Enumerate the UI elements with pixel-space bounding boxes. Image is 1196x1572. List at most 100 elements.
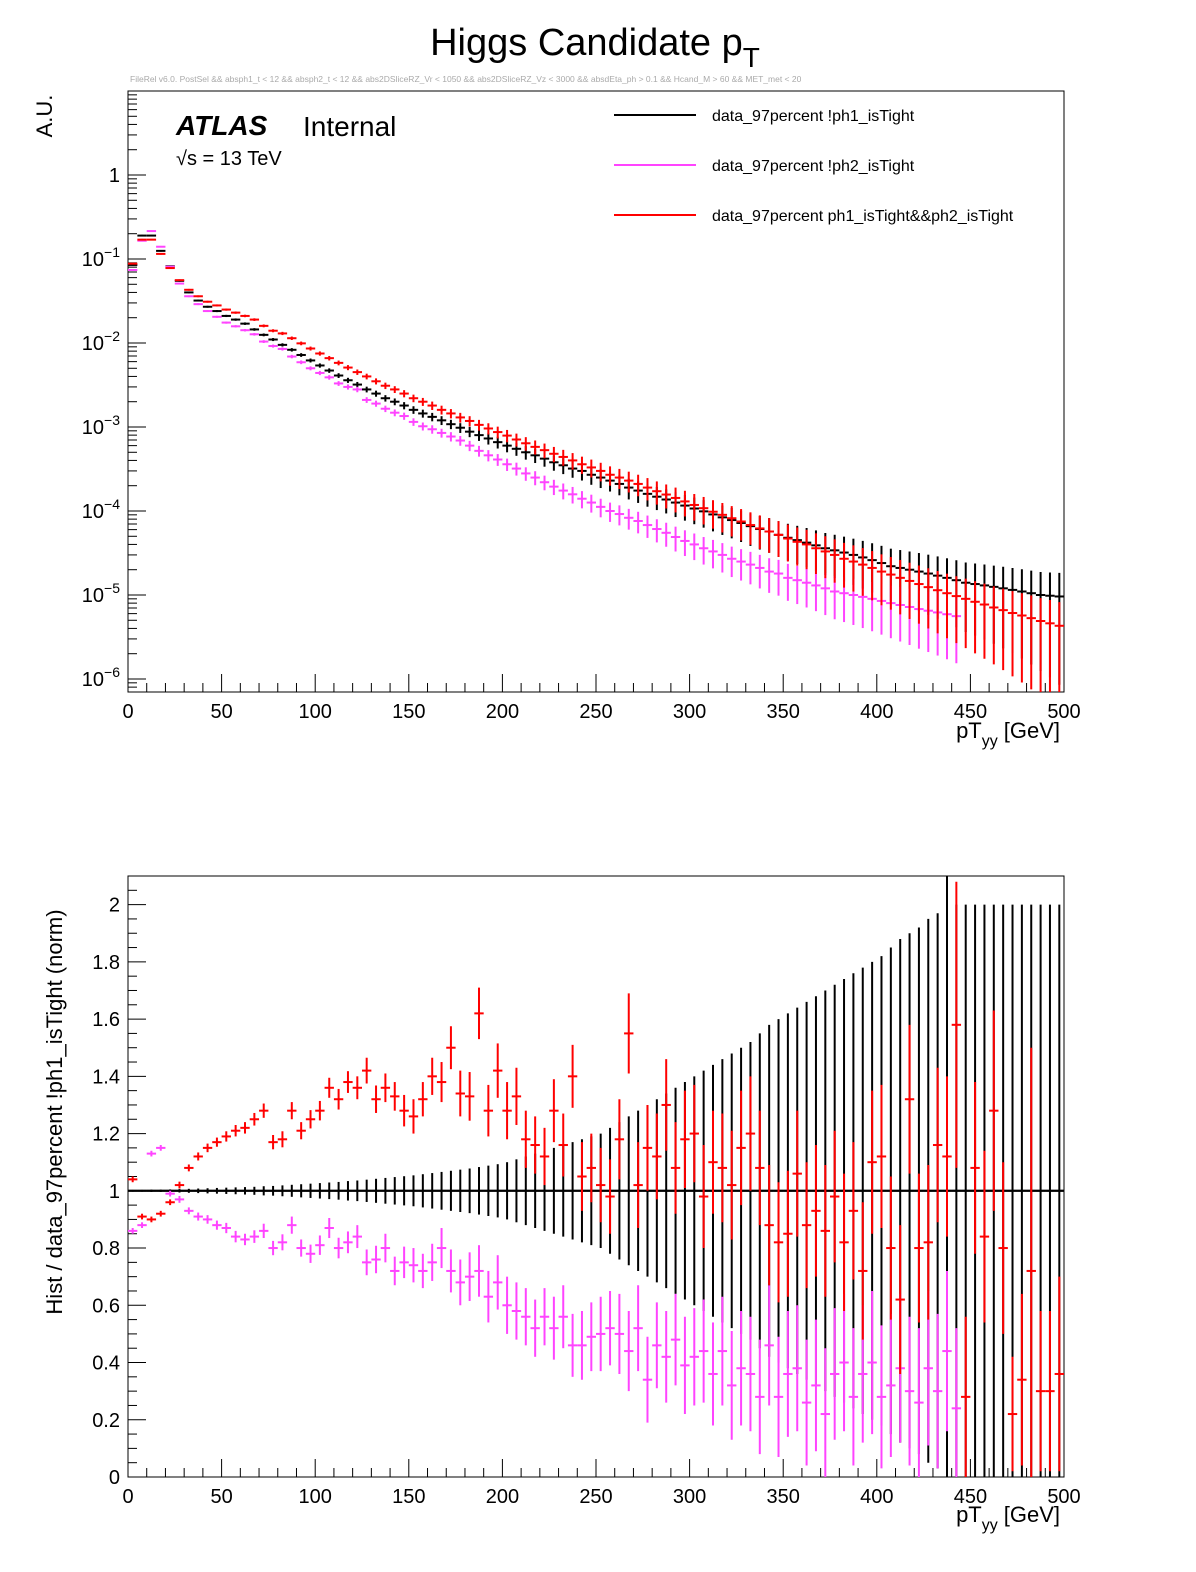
bottom-point xyxy=(436,1171,447,1210)
bottom-axes: 0 50 100 150 200 250 300 350 400 450 500 0 0.2 0.4 0.6… xyxy=(92,875,1081,1508)
bottom-point xyxy=(614,1293,625,1374)
top-point xyxy=(886,557,896,610)
top-point xyxy=(156,249,166,252)
bottom-panel: 0 50 100 150 200 250 300 350 400 450 500 0 0.2 0.4 0.6… xyxy=(42,875,1081,1534)
top-ytick-label: 10−6 xyxy=(82,664,120,691)
bottom-point xyxy=(942,1076,952,1237)
bottom-point xyxy=(820,1165,830,1297)
top-point xyxy=(474,430,484,441)
top-point xyxy=(942,573,952,639)
bottom-point xyxy=(418,1082,428,1117)
bottom-point xyxy=(567,1142,578,1240)
bottom-point xyxy=(783,1311,793,1437)
top-point xyxy=(221,321,231,324)
energy-label: √s = 13 TeV xyxy=(176,148,282,170)
bottom-point xyxy=(483,1270,494,1323)
chart-title-main: Higgs Candidate p xyxy=(430,22,743,64)
top-xlabel: pTyy [GeV] xyxy=(956,718,1060,750)
top-point xyxy=(249,332,260,336)
bottom-point xyxy=(867,1090,877,1234)
bottom-point xyxy=(745,1316,756,1432)
top-point xyxy=(333,381,344,386)
bottom-point xyxy=(642,1104,653,1191)
top-xtick-label: 200 xyxy=(486,701,519,723)
top-point xyxy=(277,331,288,336)
top-point xyxy=(577,491,587,509)
top-point xyxy=(137,234,147,237)
top-point xyxy=(605,466,615,486)
top-point xyxy=(287,348,297,352)
bottom-point xyxy=(221,1187,231,1194)
bottom-point xyxy=(202,1143,213,1153)
bottom-point xyxy=(156,1145,166,1151)
top-xtick-label: 50 xyxy=(210,701,232,723)
top-point xyxy=(380,382,391,390)
legend-item: data_97percent !ph2_isTight xyxy=(614,158,915,175)
bottom-ytick-label: 1 xyxy=(109,1181,120,1203)
top-point xyxy=(259,340,269,344)
top-point xyxy=(343,365,353,371)
bottom-point xyxy=(174,1189,185,1193)
bottom-point xyxy=(268,1135,278,1150)
bottom-point xyxy=(324,1182,334,1200)
bottom-point xyxy=(680,1316,690,1415)
top-point xyxy=(399,402,409,410)
top-point xyxy=(596,498,606,518)
bottom-point xyxy=(689,1308,699,1406)
bottom-point xyxy=(736,1311,746,1426)
top-point xyxy=(249,318,260,321)
top-point xyxy=(745,512,756,545)
bottom-point xyxy=(661,1311,671,1403)
top-point xyxy=(277,347,288,351)
bottom-point xyxy=(839,1293,849,1432)
bottom-point xyxy=(184,1207,194,1215)
top-xtick-label: 450 xyxy=(954,701,987,723)
top-point xyxy=(839,542,849,588)
top-point xyxy=(333,360,344,366)
top-point xyxy=(390,409,400,417)
bottom-point xyxy=(596,1296,606,1372)
top-series xyxy=(128,230,1064,692)
bottom-point xyxy=(128,1189,138,1192)
bottom-point xyxy=(914,1328,924,1477)
top-point xyxy=(848,545,859,592)
top-point xyxy=(539,475,550,491)
bottom-point xyxy=(436,1228,447,1269)
top-point xyxy=(624,508,634,530)
top-point xyxy=(230,325,241,328)
bottom-point xyxy=(455,1070,465,1117)
bottom-point xyxy=(811,1319,821,1452)
top-point xyxy=(670,487,681,513)
top-point xyxy=(605,502,615,522)
bottom-point xyxy=(979,1150,990,1323)
top-point xyxy=(362,373,372,380)
bottom-point xyxy=(670,1122,681,1214)
top-point xyxy=(633,474,643,497)
bottom-point xyxy=(464,1252,475,1301)
bottom-point xyxy=(446,1249,456,1293)
bottom-point xyxy=(858,1202,868,1340)
bottom-point xyxy=(923,1165,933,1320)
top-frame xyxy=(127,90,1065,693)
bottom-point xyxy=(249,1112,260,1126)
bottom-point xyxy=(511,1282,522,1340)
bottom-point xyxy=(362,1057,372,1084)
top-point xyxy=(895,559,905,615)
top-point xyxy=(1017,593,1027,683)
bottom-point xyxy=(343,1231,353,1254)
bottom-series-data_97percent !ph2_isTight xyxy=(128,1145,962,1477)
top-series-data_97percent ph1_isTight&&ph2_isTight xyxy=(128,238,1064,692)
top-xtick-label: 250 xyxy=(579,701,612,723)
bottom-ytick-label: 0 xyxy=(109,1467,120,1489)
top-point xyxy=(773,521,784,557)
top-point xyxy=(221,308,231,311)
top-point xyxy=(932,570,943,634)
bottom-point xyxy=(221,1131,231,1142)
top-point xyxy=(446,419,456,430)
top-ytick-label: 10−5 xyxy=(82,580,120,607)
bottom-point xyxy=(146,1150,157,1157)
top-point xyxy=(446,432,456,442)
top-point xyxy=(474,445,484,457)
top-point xyxy=(830,539,840,583)
bottom-point xyxy=(792,1110,802,1237)
